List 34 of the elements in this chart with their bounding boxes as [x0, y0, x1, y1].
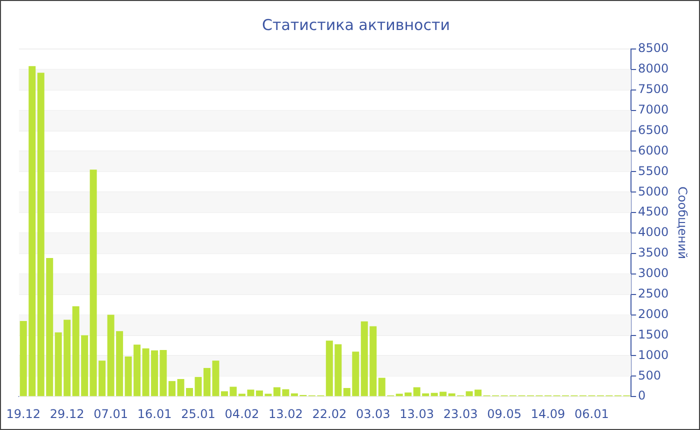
chart-title: Статистика активности	[262, 16, 450, 34]
y-tick-label: 6000	[638, 143, 669, 158]
y-tick-label: 7500	[638, 82, 669, 96]
x-tick-label: 07.01	[94, 406, 128, 421]
y-tick-label: 7000	[638, 102, 669, 116]
x-tick-label: 09.05	[487, 406, 522, 421]
x-tick-label: 25.01	[181, 406, 216, 421]
y-tick-label: 1000	[638, 348, 669, 362]
x-tick-label: 22.02	[312, 406, 347, 421]
x-tick-label: 03.03	[356, 406, 390, 421]
y-tick-label: 3500	[638, 246, 669, 260]
y-tick-label: 3000	[638, 266, 669, 280]
x-tick-label: 19.12	[6, 406, 41, 421]
y-tick-label: 8500	[638, 41, 669, 56]
y-tick-label: 1500	[638, 327, 669, 342]
y-tick-label: 5500	[638, 164, 669, 178]
y-tick-label: 8000	[638, 62, 669, 76]
y-tick-label: 2500	[638, 286, 669, 300]
x-tick-label: 16.01	[137, 406, 172, 421]
y-axis-title: Сообщений	[676, 186, 690, 260]
x-tick-label: 13.03	[400, 406, 434, 421]
x-tick-label: 04.02	[224, 406, 260, 421]
x-tick-label: 23.03	[443, 406, 478, 421]
x-tick-label: 14.09	[530, 406, 566, 421]
y-tick-label: 0	[638, 388, 646, 403]
y-tick-label: 500	[638, 368, 661, 382]
y-tick-label: 2000	[638, 306, 669, 321]
y-tick-label: 4000	[638, 225, 669, 240]
x-tick-label: 06.01	[574, 406, 609, 421]
y-tick-label: 6500	[638, 122, 669, 137]
x-tick-label: 29.12	[50, 406, 84, 421]
y-tick-label: 5000	[638, 184, 669, 198]
y-tick-label: 4500	[638, 204, 669, 219]
x-tick-label: 13.02	[268, 406, 303, 421]
